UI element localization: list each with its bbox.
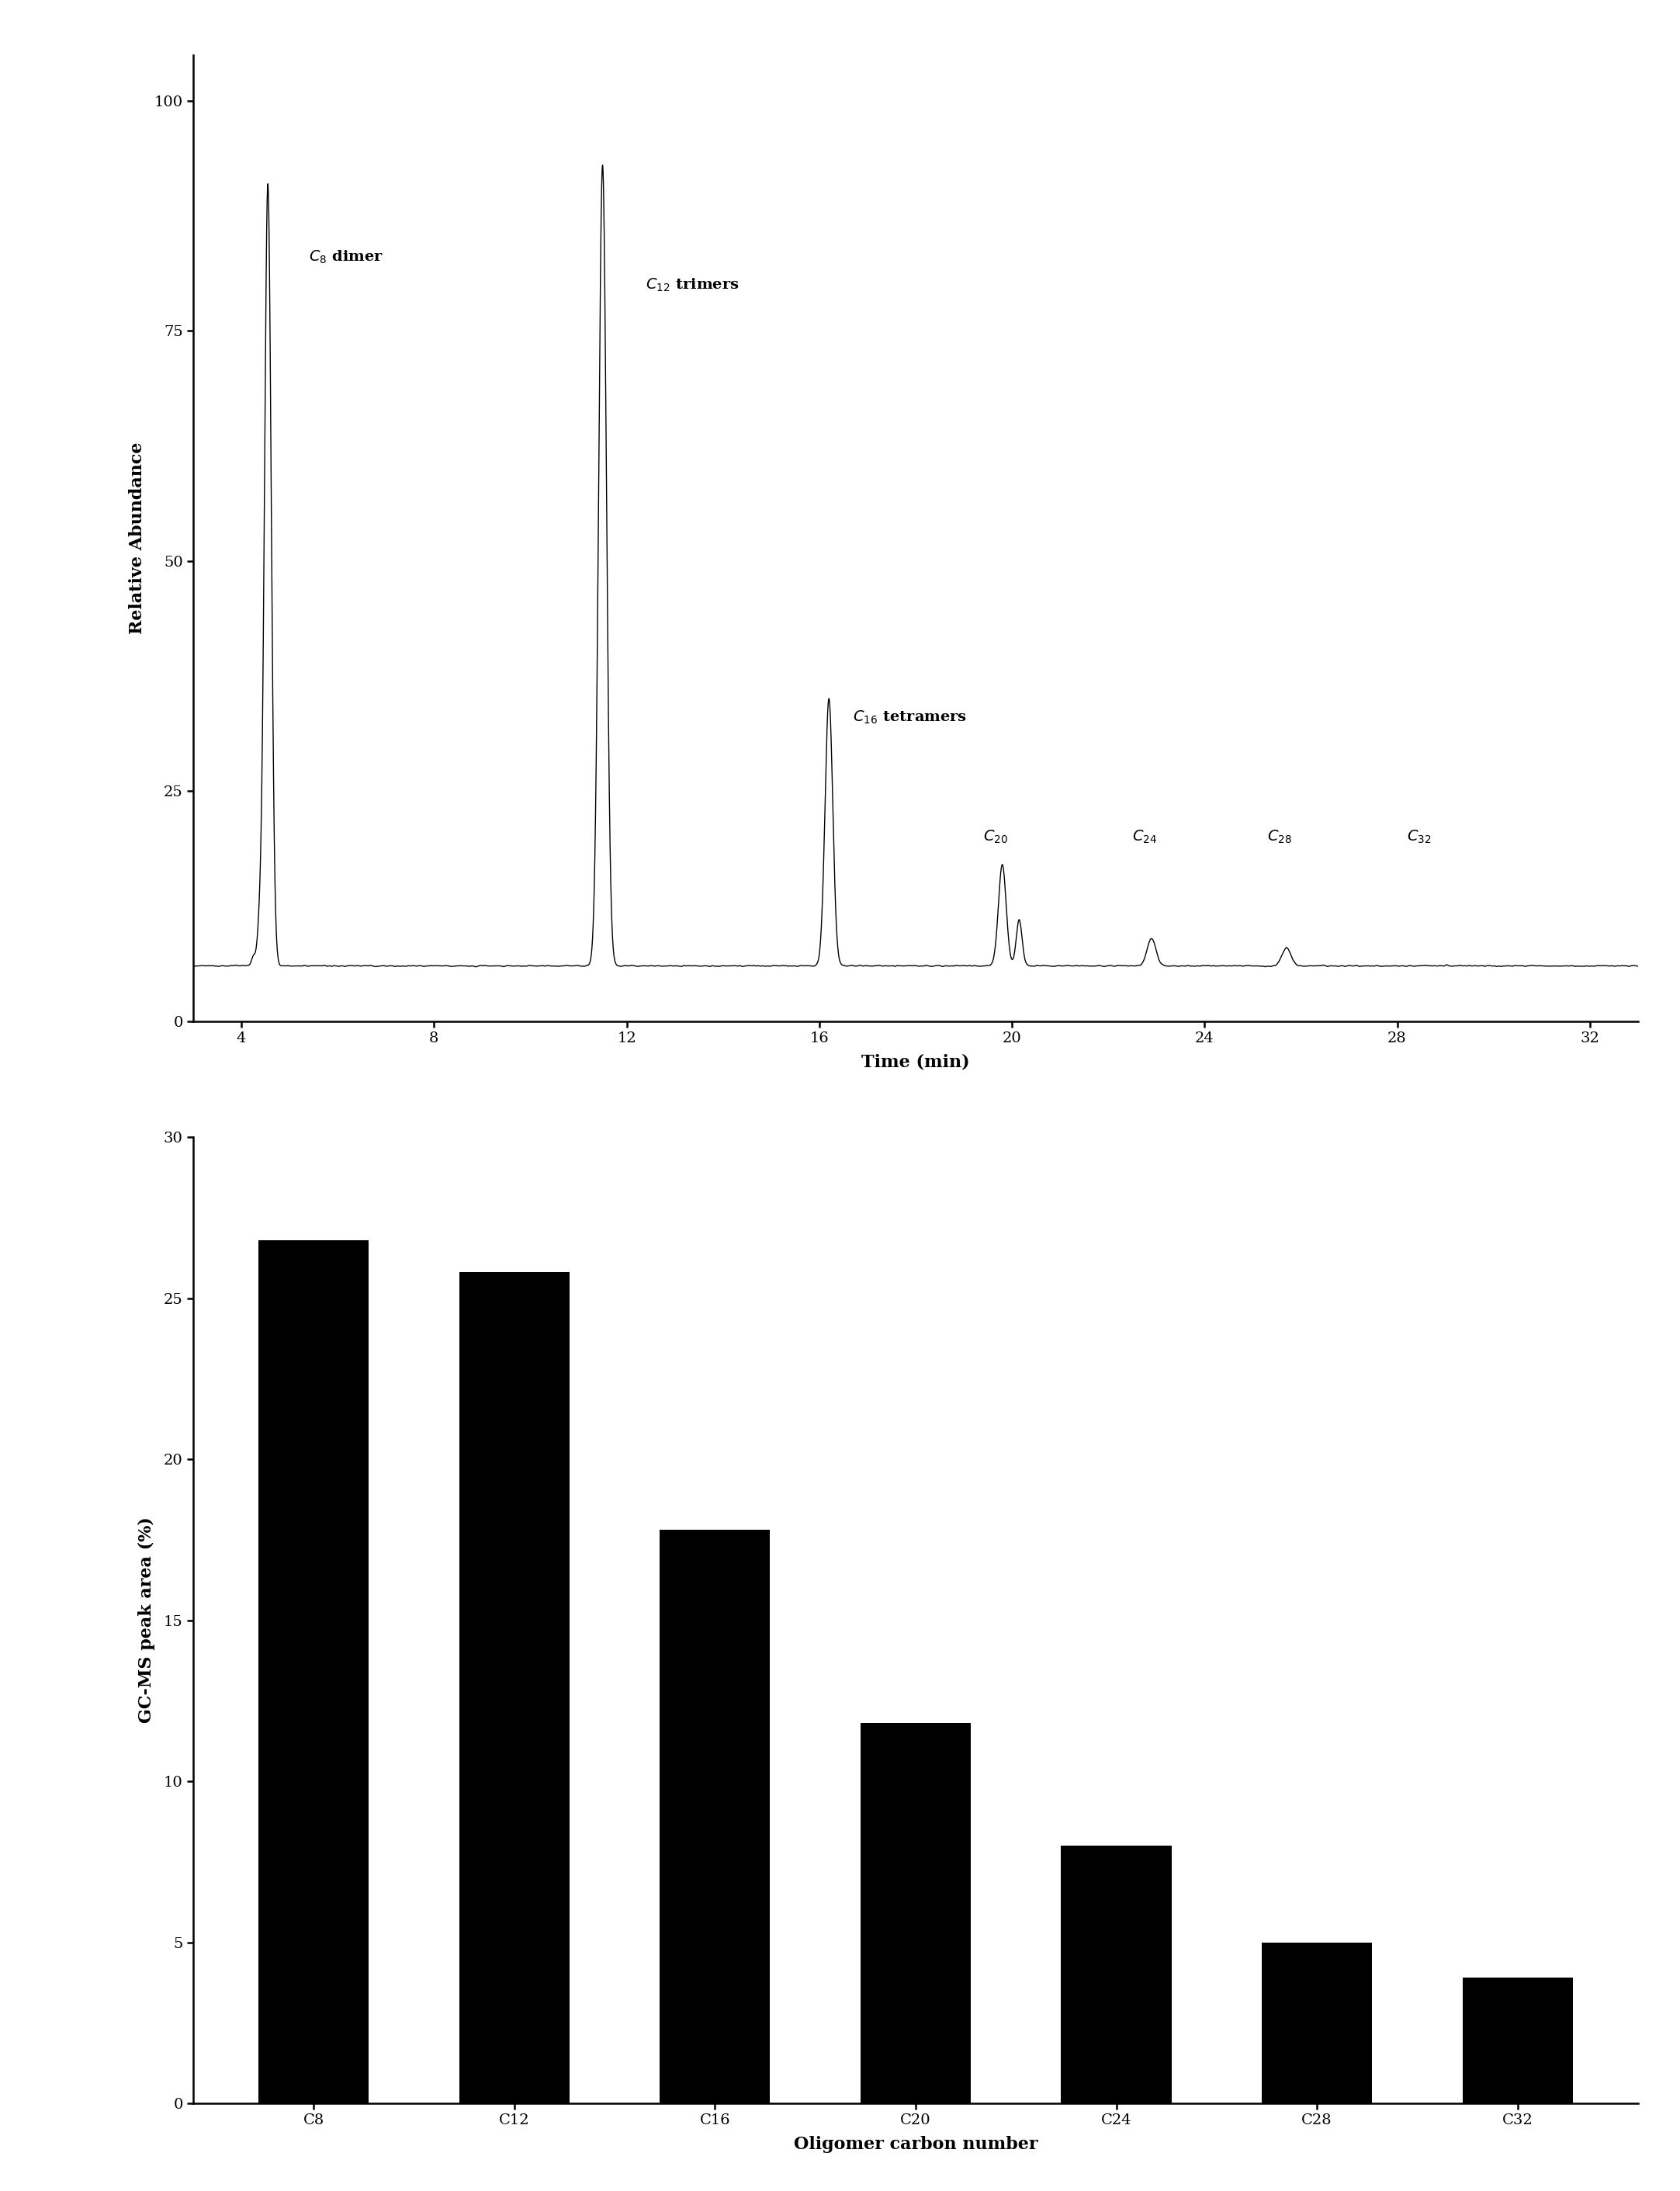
- Text: $C_{28}$: $C_{28}$: [1267, 828, 1292, 846]
- Bar: [660, 1529, 769, 2103]
- Text: Figure 1: Figure 1: [875, 1146, 956, 1163]
- Bar: [1062, 1845, 1171, 2103]
- Text: $C_8$ dimer: $C_8$ dimer: [309, 250, 383, 265]
- Bar: [860, 1724, 971, 2103]
- Bar: [1462, 1978, 1572, 2103]
- Bar: [1262, 1941, 1373, 2103]
- Text: $C_{32}$: $C_{32}$: [1406, 828, 1431, 846]
- Y-axis label: Relative Abundance: Relative Abundance: [128, 443, 146, 633]
- X-axis label: Time (min): Time (min): [862, 1054, 969, 1071]
- Text: $C_{24}$: $C_{24}$: [1132, 828, 1158, 846]
- Text: $C_{12}$ trimers: $C_{12}$ trimers: [645, 276, 739, 294]
- Y-axis label: GC-MS peak area (%): GC-MS peak area (%): [138, 1516, 155, 1724]
- Text: $C_{20}$: $C_{20}$: [983, 828, 1008, 846]
- Text: $C_{16}$ tetramers: $C_{16}$ tetramers: [853, 710, 968, 725]
- Bar: [459, 1273, 570, 2103]
- Bar: [259, 1240, 370, 2103]
- X-axis label: Oligomer carbon number: Oligomer carbon number: [793, 2136, 1038, 2154]
